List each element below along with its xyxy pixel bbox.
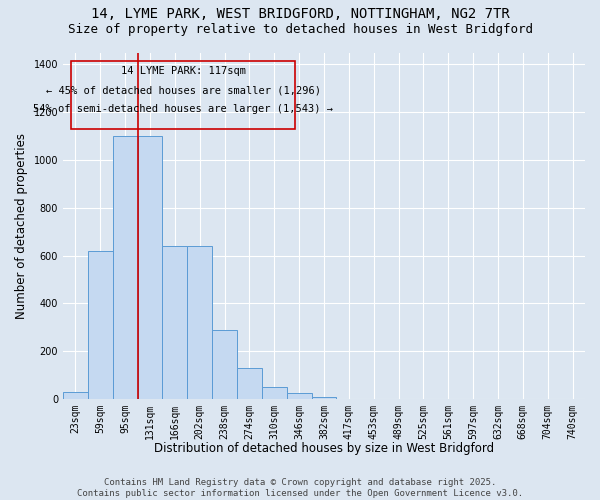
Bar bbox=[287, 393, 311, 399]
Bar bbox=[88, 251, 113, 399]
Text: Size of property relative to detached houses in West Bridgford: Size of property relative to detached ho… bbox=[67, 22, 533, 36]
Bar bbox=[262, 387, 287, 399]
Bar bbox=[311, 396, 337, 399]
Text: 54% of semi-detached houses are larger (1,543) →: 54% of semi-detached houses are larger (… bbox=[33, 104, 333, 115]
Bar bbox=[237, 368, 262, 399]
Bar bbox=[187, 246, 212, 399]
Bar bbox=[113, 136, 137, 399]
Y-axis label: Number of detached properties: Number of detached properties bbox=[15, 133, 28, 319]
Text: 14, LYME PARK, WEST BRIDGFORD, NOTTINGHAM, NG2 7TR: 14, LYME PARK, WEST BRIDGFORD, NOTTINGHA… bbox=[91, 8, 509, 22]
Bar bbox=[63, 392, 88, 399]
Bar bbox=[137, 136, 163, 399]
Text: ← 45% of detached houses are smaller (1,296): ← 45% of detached houses are smaller (1,… bbox=[46, 86, 320, 96]
Bar bbox=[212, 330, 237, 399]
X-axis label: Distribution of detached houses by size in West Bridgford: Distribution of detached houses by size … bbox=[154, 442, 494, 455]
Text: 14 LYME PARK: 117sqm: 14 LYME PARK: 117sqm bbox=[121, 66, 245, 76]
Text: Contains HM Land Registry data © Crown copyright and database right 2025.
Contai: Contains HM Land Registry data © Crown c… bbox=[77, 478, 523, 498]
Bar bbox=[163, 246, 187, 399]
